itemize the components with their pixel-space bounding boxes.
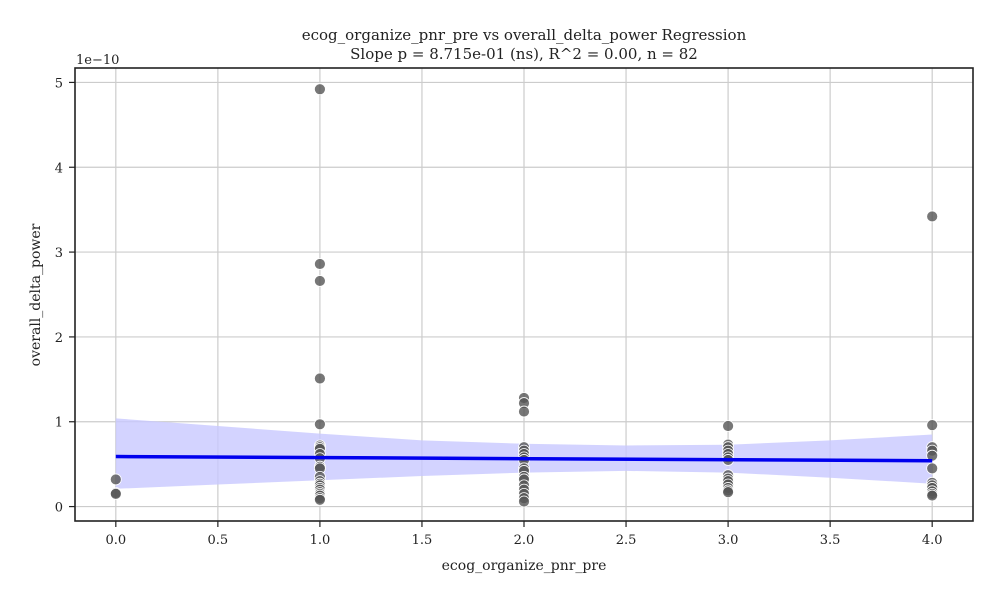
data-point-61 (926, 449, 939, 462)
data-point-25 (314, 493, 326, 506)
x-tick-label-1: 0.5 (208, 533, 229, 548)
x-tick-label-2: 1.0 (310, 533, 331, 548)
chart-title-line2: Slope p = 8.715e-01 (ns), R^2 = 0.00, n … (350, 45, 698, 63)
y-tick-label-4: 4 (55, 161, 63, 176)
regression-line-layer (115, 454, 933, 463)
x-tick-label-7: 3.5 (820, 533, 841, 548)
data-point-68 (926, 489, 939, 502)
x-axis-label: ecog_organize_pnr_pre (442, 558, 607, 574)
data-point-2 (109, 487, 122, 500)
data-point-58 (926, 419, 939, 432)
data-point-62 (926, 462, 939, 475)
y-axis-ticks: 0 1 2 3 4 5 (55, 76, 75, 516)
data-point-4 (314, 258, 326, 270)
y-offset-label: 1e−10 (76, 53, 119, 68)
data-point-56 (722, 486, 734, 499)
x-axis-ticks: 0.0 0.5 1.0 1.5 2.0 2.5 3.0 3.5 4.0 (105, 521, 943, 548)
data-point-28 (518, 405, 530, 418)
grid (75, 68, 973, 521)
y-tick-label-3: 3 (55, 246, 63, 261)
x-tick-label-6: 3.0 (718, 533, 739, 548)
data-point-57 (926, 210, 939, 223)
x-tick-label-3: 1.5 (412, 533, 433, 548)
y-axis-label: overall_delta_power (28, 223, 44, 366)
regression-line (115, 454, 933, 463)
data-point-7 (314, 418, 326, 431)
data-point-43 (722, 420, 734, 432)
data-point-6 (314, 372, 326, 385)
data-point-3 (314, 83, 326, 96)
data-point-42 (518, 495, 530, 508)
data-point-5 (314, 275, 326, 287)
chart-title-line1: ecog_organize_pnr_pre vs overall_delta_p… (302, 26, 747, 44)
data-point-0 (109, 473, 122, 486)
y-tick-label-2: 2 (55, 331, 63, 346)
y-tick-label-1: 1 (55, 416, 63, 431)
x-tick-label-0: 0.0 (105, 533, 126, 548)
scatter-points (109, 83, 939, 508)
y-tick-label-5: 5 (55, 76, 63, 91)
x-tick-label-5: 2.5 (616, 533, 637, 548)
x-tick-label-4: 2.0 (514, 533, 535, 548)
y-tick-label-0: 0 (55, 501, 63, 516)
x-tick-label-8: 4.0 (922, 533, 943, 548)
